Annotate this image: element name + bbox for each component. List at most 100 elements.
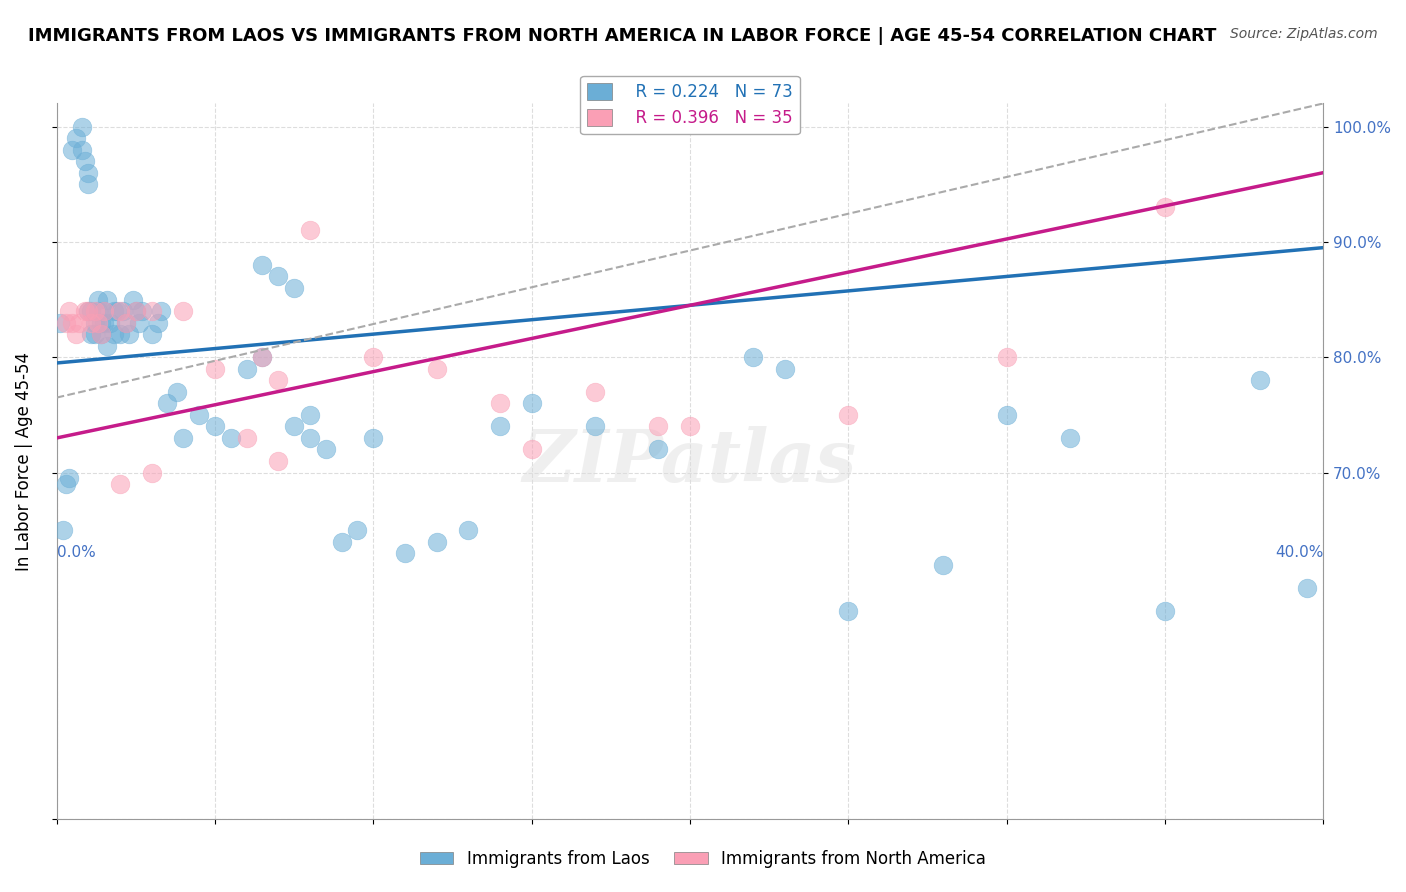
Point	[115, 316, 138, 330]
Point	[298, 223, 321, 237]
Point	[742, 350, 765, 364]
Point	[55, 477, 77, 491]
Point	[83, 316, 105, 330]
Point	[55, 316, 77, 330]
Point	[647, 442, 669, 457]
Point	[773, 361, 796, 376]
Point	[583, 384, 606, 399]
Point	[87, 316, 110, 330]
Point	[77, 304, 100, 318]
Y-axis label: In Labor Force | Age 45-54: In Labor Force | Age 45-54	[15, 351, 32, 571]
Point	[141, 304, 163, 318]
Point	[489, 396, 512, 410]
Point	[77, 177, 100, 191]
Point	[346, 523, 368, 537]
Point	[77, 166, 100, 180]
Point	[520, 396, 543, 410]
Point	[156, 396, 179, 410]
Point	[150, 304, 173, 318]
Point	[118, 327, 141, 342]
Point	[108, 477, 131, 491]
Point	[128, 316, 150, 330]
Point	[70, 143, 93, 157]
Point	[188, 408, 211, 422]
Point	[489, 419, 512, 434]
Point	[96, 293, 118, 307]
Point	[108, 327, 131, 342]
Point	[252, 350, 274, 364]
Point	[52, 523, 75, 537]
Point	[90, 327, 112, 342]
Point	[166, 384, 188, 399]
Text: IMMIGRANTS FROM LAOS VS IMMIGRANTS FROM NORTH AMERICA IN LABOR FORCE | AGE 45-54: IMMIGRANTS FROM LAOS VS IMMIGRANTS FROM …	[28, 27, 1216, 45]
Point	[1059, 431, 1081, 445]
Point	[298, 431, 321, 445]
Text: 40.0%: 40.0%	[1275, 545, 1323, 560]
Point	[995, 350, 1018, 364]
Point	[583, 419, 606, 434]
Point	[65, 327, 87, 342]
Point	[93, 316, 115, 330]
Point	[235, 431, 257, 445]
Point	[93, 304, 115, 318]
Point	[90, 316, 112, 330]
Point	[105, 304, 128, 318]
Point	[131, 304, 153, 318]
Point	[96, 339, 118, 353]
Point	[75, 304, 97, 318]
Point	[112, 304, 135, 318]
Point	[172, 304, 194, 318]
Point	[70, 120, 93, 134]
Point	[77, 304, 100, 318]
Point	[932, 558, 955, 572]
Point	[141, 327, 163, 342]
Point	[394, 546, 416, 560]
Point	[87, 293, 110, 307]
Text: 0.0%: 0.0%	[56, 545, 96, 560]
Point	[283, 281, 305, 295]
Point	[141, 466, 163, 480]
Point	[80, 327, 103, 342]
Point	[219, 431, 242, 445]
Legend: Immigrants from Laos, Immigrants from North America: Immigrants from Laos, Immigrants from No…	[413, 844, 993, 875]
Point	[75, 154, 97, 169]
Point	[995, 408, 1018, 422]
Point	[80, 316, 103, 330]
Point	[283, 419, 305, 434]
Point	[103, 304, 125, 318]
Point	[1296, 581, 1319, 595]
Point	[125, 304, 148, 318]
Point	[87, 304, 110, 318]
Point	[67, 316, 90, 330]
Point	[58, 471, 80, 485]
Point	[647, 419, 669, 434]
Point	[62, 316, 84, 330]
Point	[49, 316, 72, 330]
Point	[93, 304, 115, 318]
Point	[267, 269, 290, 284]
Point	[679, 419, 702, 434]
Point	[1249, 373, 1271, 387]
Point	[172, 431, 194, 445]
Point	[103, 327, 125, 342]
Point	[361, 431, 384, 445]
Point	[520, 442, 543, 457]
Point	[115, 316, 138, 330]
Point	[1154, 200, 1177, 214]
Point	[298, 408, 321, 422]
Point	[90, 327, 112, 342]
Point	[62, 143, 84, 157]
Point	[267, 373, 290, 387]
Point	[837, 408, 859, 422]
Point	[235, 361, 257, 376]
Legend:   R = 0.224   N = 73,   R = 0.396   N = 35: R = 0.224 N = 73, R = 0.396 N = 35	[581, 76, 800, 134]
Point	[83, 327, 105, 342]
Point	[315, 442, 337, 457]
Point	[426, 361, 449, 376]
Point	[267, 454, 290, 468]
Point	[83, 304, 105, 318]
Point	[361, 350, 384, 364]
Point	[58, 304, 80, 318]
Text: Source: ZipAtlas.com: Source: ZipAtlas.com	[1230, 27, 1378, 41]
Point	[146, 316, 169, 330]
